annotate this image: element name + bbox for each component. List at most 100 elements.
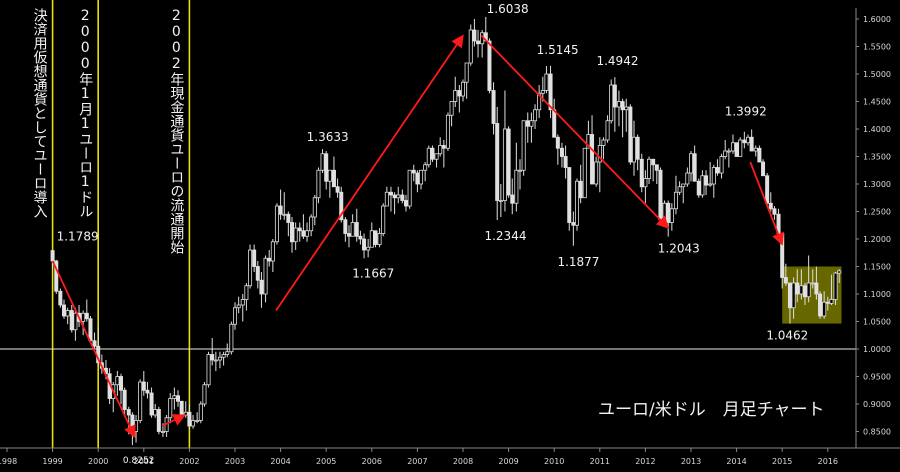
candle — [783, 263, 788, 286]
candle-body — [555, 136, 560, 149]
candle — [252, 244, 257, 272]
candle-body — [612, 84, 617, 108]
candle-body — [434, 153, 439, 160]
candle-body — [403, 200, 408, 207]
candle — [700, 170, 705, 198]
trend-arrow — [480, 34, 670, 229]
candle — [495, 107, 500, 221]
y-tick-label: 1.3000 — [863, 180, 891, 189]
candle — [464, 62, 469, 99]
candle-body — [396, 194, 401, 199]
candle-body — [468, 29, 473, 64]
candle — [643, 170, 648, 204]
candle-body — [236, 304, 241, 309]
candle — [537, 85, 542, 118]
candle — [210, 338, 215, 366]
candle — [244, 283, 249, 311]
candle — [377, 228, 382, 248]
candle — [734, 142, 739, 157]
candle-body — [700, 175, 705, 196]
candle — [381, 203, 386, 237]
y-tick-label: 1.4000 — [863, 125, 891, 134]
candle-body — [575, 180, 580, 226]
candle — [540, 76, 545, 102]
candle-body — [206, 354, 211, 386]
candle-body — [213, 359, 218, 362]
trend-arrows-layer — [51, 34, 784, 439]
candle — [529, 112, 534, 143]
candle-body — [316, 169, 321, 199]
y-tick-label: 1.0000 — [863, 345, 891, 354]
candle-body — [643, 178, 648, 188]
candle-body — [521, 120, 526, 171]
candle-body — [172, 395, 177, 399]
candle-body — [84, 312, 89, 320]
candle — [84, 299, 89, 322]
candle-body — [229, 323, 234, 353]
candle — [331, 156, 336, 188]
candle-body — [685, 172, 690, 185]
candle — [632, 120, 637, 176]
candle — [772, 206, 777, 220]
y-tick-label: 0.9000 — [863, 400, 891, 409]
candle-body — [141, 381, 146, 391]
candle-body — [765, 175, 770, 204]
x-tick-label: 2005 — [316, 457, 336, 466]
candle — [575, 178, 580, 231]
candle — [384, 186, 389, 207]
candle-body — [829, 299, 834, 304]
candle-body — [544, 73, 549, 91]
candle — [689, 151, 694, 182]
candle-body — [362, 238, 367, 251]
candle — [324, 151, 329, 190]
candle — [582, 147, 587, 199]
candle — [814, 266, 819, 300]
candle-body — [711, 167, 716, 185]
candle-body — [134, 420, 139, 432]
candle-body — [335, 186, 340, 193]
candle — [419, 169, 424, 190]
candle-body — [415, 172, 420, 185]
price-annotation: 1.3992 — [725, 104, 767, 118]
candle-body — [278, 205, 283, 215]
candle-body — [803, 285, 808, 298]
candle — [609, 79, 614, 124]
candle-body — [460, 81, 465, 97]
candle-body — [510, 194, 515, 204]
y-tick-label: 0.9500 — [863, 373, 891, 382]
candle — [837, 269, 842, 283]
candle-body — [282, 213, 287, 216]
candle — [472, 19, 477, 47]
candle — [407, 169, 412, 209]
candle — [453, 76, 458, 107]
candle-body — [263, 257, 268, 295]
candle — [822, 291, 827, 319]
candle — [597, 137, 602, 193]
candle-body — [601, 139, 606, 146]
candle — [187, 404, 192, 429]
candle — [141, 371, 146, 396]
price-annotation: 1.1789 — [57, 230, 99, 244]
candle — [312, 195, 317, 226]
x-tick-label: 2014 — [726, 457, 746, 466]
candle-body — [138, 381, 143, 421]
candle-body — [495, 123, 500, 201]
candle-body — [69, 310, 74, 331]
candle-body — [210, 354, 215, 361]
candle-body — [309, 216, 314, 232]
price-annotation: 1.2043 — [658, 242, 700, 256]
candle-body — [757, 147, 762, 163]
price-annotation: 1.4942 — [596, 54, 638, 68]
candle-body — [662, 202, 667, 221]
candle-body — [559, 147, 564, 157]
candle-body — [537, 92, 542, 111]
candle — [738, 137, 743, 157]
candle — [217, 351, 222, 369]
candle-body — [514, 169, 519, 204]
x-tick-label: 2012 — [635, 457, 655, 466]
candle-body — [354, 222, 359, 237]
candle — [229, 321, 234, 355]
candle — [468, 24, 473, 66]
candle — [270, 239, 275, 272]
candle-body — [388, 191, 393, 196]
